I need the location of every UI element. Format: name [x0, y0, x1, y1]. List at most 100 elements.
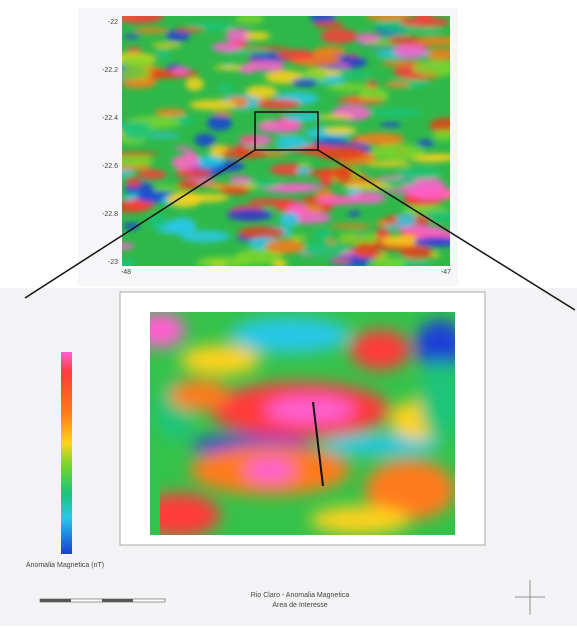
y-tick-label: -22.6	[102, 163, 118, 170]
field-blob	[122, 125, 154, 141]
detail-subtitle: Area de Interesse	[272, 602, 327, 609]
field-blob	[265, 396, 355, 424]
field-blob	[126, 47, 142, 52]
field-blob	[400, 245, 432, 259]
field-blob	[417, 140, 434, 147]
field-blob	[353, 242, 376, 258]
field-blob	[257, 120, 303, 133]
field-blob	[239, 64, 256, 73]
field-blob	[310, 506, 410, 534]
x-tick-label: -47	[441, 269, 451, 276]
field-blob	[321, 29, 358, 44]
field-blob	[330, 224, 371, 228]
field-blob	[175, 146, 191, 150]
field-blob	[205, 258, 226, 265]
field-blob	[218, 84, 233, 92]
field-blob	[331, 259, 352, 263]
x-tick-label: -48	[121, 269, 131, 276]
field-blob	[134, 28, 169, 33]
field-blob	[348, 211, 360, 216]
field-blob	[229, 176, 252, 183]
field-blob	[155, 109, 187, 116]
field-blob	[280, 212, 300, 227]
field-blob	[195, 134, 216, 147]
field-blob	[167, 192, 202, 208]
colorbar	[61, 352, 72, 554]
field-blob	[354, 133, 404, 145]
page: {"top_map": {"yticks": ["-22", "-22.2", …	[0, 0, 577, 626]
colorbar-label: Anomalia Magnetica (nT)	[26, 562, 104, 569]
field-blob	[244, 32, 269, 40]
y-tick-label: -22.4	[102, 115, 118, 122]
field-blob	[399, 226, 443, 234]
field-blob	[327, 83, 370, 91]
field-blob	[171, 155, 200, 170]
field-blob	[227, 209, 274, 221]
field-blob	[351, 192, 385, 204]
field-blob	[175, 28, 204, 33]
field-blob	[355, 34, 380, 43]
field-blob	[238, 226, 285, 239]
field-blob	[186, 77, 204, 90]
field-blob	[337, 232, 378, 244]
field-blob	[385, 82, 410, 87]
field-blob	[248, 198, 289, 205]
field-blob	[380, 122, 401, 127]
field-blob	[299, 162, 311, 168]
field-blob	[265, 239, 305, 253]
field-blob	[409, 186, 454, 200]
field-blob	[393, 44, 427, 58]
y-tick-label: -22	[108, 19, 118, 26]
scale-bar-seg	[102, 599, 133, 602]
field-blob	[420, 360, 460, 440]
field-blob	[170, 380, 230, 410]
field-blob	[419, 28, 442, 34]
field-blob	[338, 64, 350, 68]
field-blob	[323, 126, 357, 134]
field-blob	[273, 183, 321, 191]
field-blob	[220, 185, 251, 195]
field-blob	[245, 458, 295, 482]
field-blob	[395, 214, 416, 225]
field-blob	[213, 112, 234, 116]
field-blob	[313, 230, 331, 239]
field-blob	[296, 167, 311, 175]
field-blob	[180, 345, 260, 375]
field-blob	[292, 78, 318, 86]
field-blob	[246, 86, 278, 98]
field-blob	[379, 178, 418, 186]
figure: Anomalia Magnetica (nT) Rio Claro - Anom…	[0, 0, 577, 626]
detail-title: Rio Claro - Anomalia Magnetica	[251, 592, 350, 599]
field-blob	[315, 115, 355, 120]
field-blob	[156, 50, 170, 60]
field-blob	[124, 34, 140, 38]
field-blob	[313, 21, 343, 28]
field-blob	[257, 99, 301, 109]
field-blob	[277, 49, 315, 61]
field-blob	[137, 170, 167, 179]
field-blob	[175, 169, 212, 178]
field-blob	[172, 67, 190, 75]
y-tick-label: -22.2	[102, 67, 118, 74]
field-blob	[117, 67, 151, 80]
field-blob	[189, 100, 237, 110]
scale-bar	[40, 599, 165, 602]
field-blob	[207, 115, 232, 130]
scale-bar-seg	[40, 599, 71, 602]
field-blob	[300, 242, 349, 257]
y-tick-label: -22.8	[102, 211, 118, 218]
field-blob	[335, 99, 385, 103]
field-blob	[370, 108, 422, 116]
field-blob	[282, 113, 320, 122]
field-blob	[169, 217, 196, 233]
field-blob	[212, 42, 242, 52]
field-blob	[152, 43, 182, 48]
field-blob	[398, 167, 441, 179]
field-blob	[230, 317, 350, 353]
field-blob	[350, 330, 410, 370]
field-blob	[400, 17, 450, 27]
field-blob	[371, 144, 425, 160]
field-blob	[126, 177, 141, 186]
field-blob	[118, 56, 155, 68]
y-tick-label: -23	[108, 259, 118, 266]
